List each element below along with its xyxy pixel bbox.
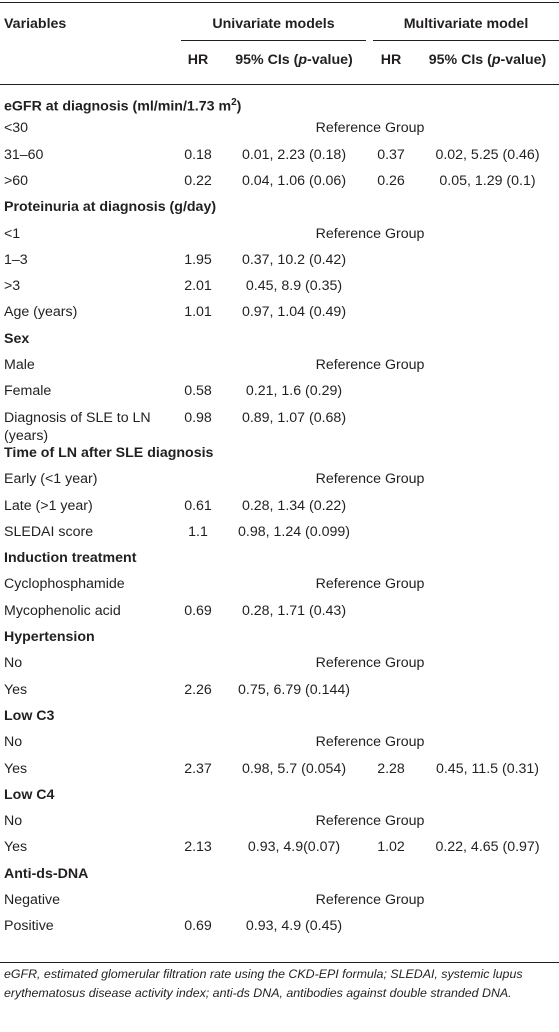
row-label: Diagnosis of SLE to LN <box>4 409 151 426</box>
row-label: <30 <box>4 120 29 137</box>
reference-group-label: Reference Group <box>315 734 425 751</box>
multivariate-ci-cell: 0.05, 1.29 (0.1) <box>439 172 536 189</box>
section-heading: Proteinuria at diagnosis (g/day) <box>4 199 217 216</box>
section-heading: Hypertension <box>4 629 95 645</box>
reference-group-label: Reference Group <box>315 120 425 137</box>
row-label: Yes <box>4 839 28 856</box>
table-footnote: eGFR, estimated glomerular filtration ra… <box>4 967 523 1001</box>
univariate-ci-cell: 0.98, 1.24 (0.099) <box>237 523 350 540</box>
row-label: 1–3 <box>4 251 28 268</box>
univariate-ci-cell: 0.93, 4.9(0.07) <box>247 839 341 856</box>
multivariate-ci-cell: 0.02, 5.25 (0.46) <box>435 146 540 163</box>
header-univariate-hr: HR <box>187 52 209 68</box>
row-label: Age (years) <box>4 304 78 321</box>
univariate-hr-cell: 1.01 <box>184 304 212 321</box>
row-label: Mycophenolic acid <box>4 602 121 619</box>
univariate-ci-cell: 0.75, 6.79 (0.144) <box>237 681 350 698</box>
row-label: Yes <box>4 681 28 698</box>
univariate-hr-cell: 2.13 <box>184 839 212 856</box>
header-bottom-rule <box>0 84 559 85</box>
row-label: SLEDAI score <box>4 523 94 540</box>
row-label: No <box>4 813 23 830</box>
row-label: No <box>4 734 23 751</box>
row-label: Yes <box>4 760 28 777</box>
header-multivariate: Multivariate model <box>403 16 529 32</box>
row-label: Cyclophosphamide <box>4 576 125 593</box>
multivariate-ci-cell: 0.22, 4.65 (0.97) <box>435 839 540 856</box>
univariate-hr-cell: 1.1 <box>188 523 208 540</box>
univariate-ci-cell: 0.97, 1.04 (0.49) <box>241 304 347 321</box>
univariate-hr-cell: 0.58 <box>184 383 212 400</box>
univariate-ci-cell: 0.28, 1.34 (0.22) <box>241 497 347 514</box>
row-label: Positive <box>4 918 54 935</box>
row-label: Negative <box>4 892 60 908</box>
section-heading: Low C4 <box>4 786 55 803</box>
section-heading: Anti-ds-DNA <box>4 865 89 882</box>
section-heading: Sex <box>4 330 30 347</box>
univariate-ci-cell: 0.21, 1.6 (0.29) <box>245 383 343 400</box>
header-univariate-ci: 95% CIs (p-value) <box>235 52 353 68</box>
univariate-hr-cell: 0.18 <box>184 146 212 163</box>
multivariate-ci-cell: 0.45, 11.5 (0.31) <box>435 760 540 777</box>
row-label-continued: (years) <box>4 427 49 444</box>
reference-group-label: Reference Group <box>315 471 425 488</box>
reference-group-label: Reference Group <box>315 655 425 672</box>
reference-group-label: Reference Group <box>315 892 425 908</box>
section-heading: Time of LN after SLE diagnosis <box>4 444 214 461</box>
univariate-ci-cell: 0.93, 4.9 (0.45) <box>245 918 343 935</box>
univariate-ci-cell: 0.89, 1.07 (0.68) <box>241 409 347 426</box>
row-label: >3 <box>4 278 21 295</box>
section-heading: Induction treatment <box>4 550 137 567</box>
univariate-ci-cell: 0.37, 10.2 (0.42) <box>241 251 347 268</box>
univariate-ci-cell: 0.45, 8.9 (0.35) <box>245 278 343 295</box>
univariate-hr-cell: 0.61 <box>184 497 212 514</box>
table-top-rule <box>0 2 559 3</box>
univariate-hr-cell: 0.22 <box>184 172 212 189</box>
section-heading: eGFR at diagnosis (ml/min/1.73 m2) <box>4 97 242 115</box>
multivariate-hr-cell: 2.28 <box>377 760 405 777</box>
univariate-ci-cell: 0.28, 1.71 (0.43) <box>241 602 347 619</box>
univariate-underline <box>181 40 366 41</box>
header-variables: Variables <box>4 16 67 32</box>
table-bottom-rule <box>0 962 559 963</box>
row-label: >60 <box>4 172 29 189</box>
univariate-hr-cell: 0.69 <box>184 602 212 619</box>
univariate-hr-cell: 1.95 <box>184 251 212 268</box>
multivariate-hr-cell: 0.37 <box>377 146 405 163</box>
univariate-ci-cell: 0.98, 5.7 (0.054) <box>241 760 347 777</box>
header-multivariate-ci: 95% CIs (p-value) <box>428 52 547 68</box>
multivariate-hr-cell: 1.02 <box>377 839 405 856</box>
multivariate-hr-cell: 0.26 <box>377 172 405 189</box>
header-multivariate-hr: HR <box>380 52 402 68</box>
univariate-ci-cell: 0.04, 1.06 (0.06) <box>241 172 347 189</box>
row-label: Late (>1 year) <box>4 497 93 514</box>
univariate-ci-cell: 0.01, 2.23 (0.18) <box>241 146 347 163</box>
section-heading: Low C3 <box>4 707 55 724</box>
row-label: Male <box>4 357 35 373</box>
row-label: <1 <box>4 225 21 242</box>
univariate-hr-cell: 0.69 <box>184 918 212 935</box>
multivariate-underline <box>373 40 559 41</box>
row-label: 31–60 <box>4 146 44 163</box>
univariate-hr-cell: 2.37 <box>184 760 212 777</box>
reference-group-label: Reference Group <box>315 225 425 242</box>
univariate-hr-cell: 0.98 <box>184 409 212 426</box>
univariate-hr-cell: 2.26 <box>184 681 212 698</box>
reference-group-label: Reference Group <box>315 813 425 830</box>
row-label: Female <box>4 383 52 400</box>
univariate-hr-cell: 2.01 <box>184 278 212 295</box>
reference-group-label: Reference Group <box>315 357 425 373</box>
header-univariate: Univariate models <box>212 16 335 32</box>
reference-group-label: Reference Group <box>315 576 425 593</box>
row-label: No <box>4 655 23 672</box>
row-label: Early (<1 year) <box>4 471 98 488</box>
